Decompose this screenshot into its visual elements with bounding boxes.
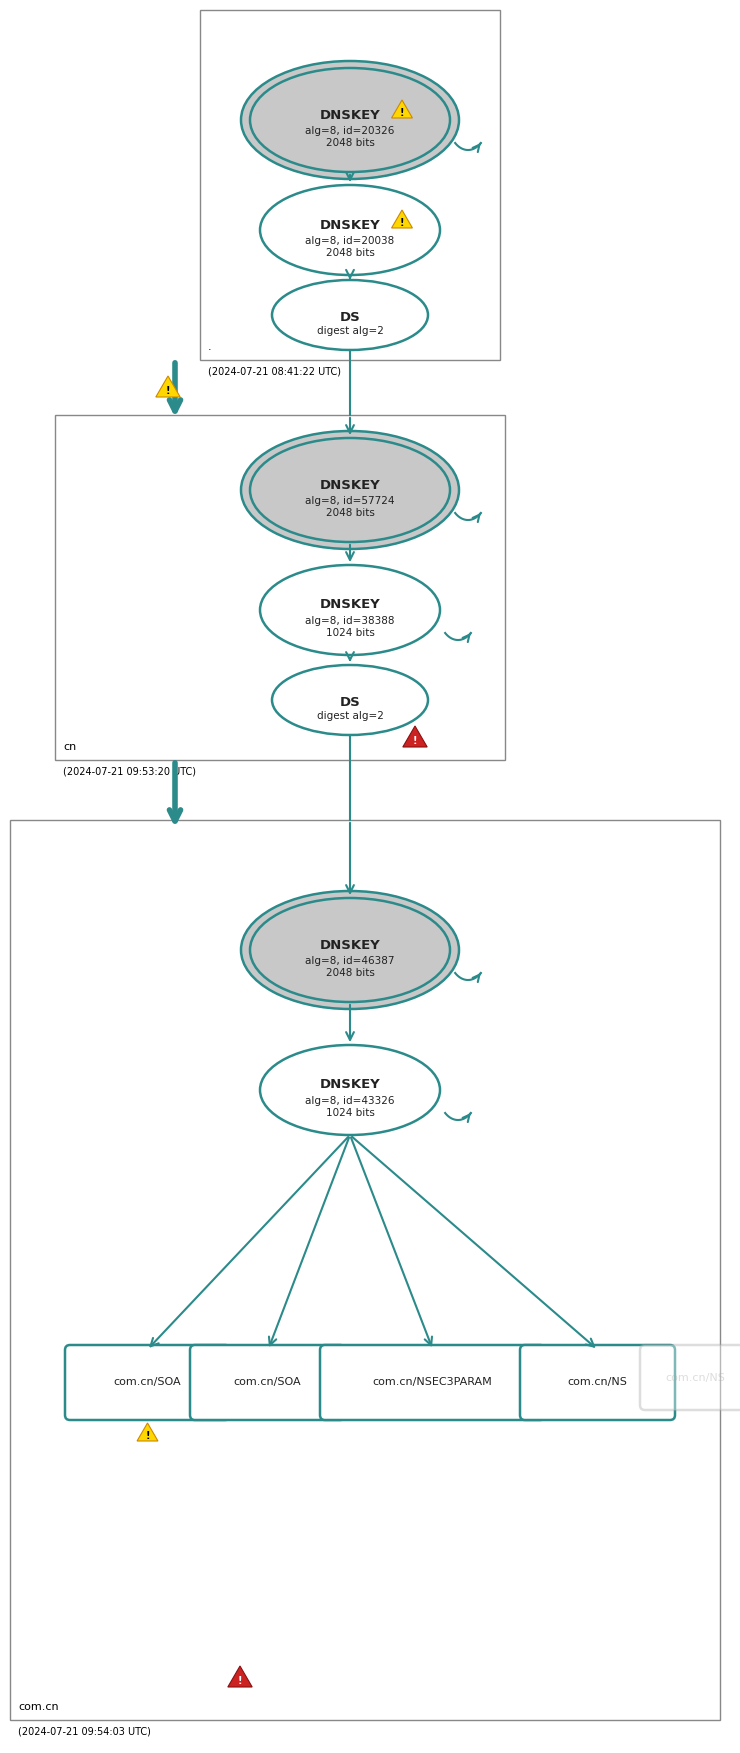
Text: DNSKEY: DNSKEY [320,109,380,121]
Ellipse shape [241,431,459,549]
Polygon shape [391,100,412,117]
Text: com.cn: com.cn [18,1702,58,1713]
Polygon shape [391,210,412,228]
Text: !: ! [400,217,404,228]
Text: !: ! [238,1676,242,1686]
Ellipse shape [260,186,440,275]
Polygon shape [228,1665,252,1686]
FancyBboxPatch shape [10,820,720,1720]
Text: alg=8, id=20326: alg=8, id=20326 [306,126,394,137]
Text: !: ! [166,386,170,396]
Text: .: . [208,342,212,352]
Ellipse shape [241,891,459,1010]
Text: alg=8, id=20038: alg=8, id=20038 [306,237,394,245]
Text: alg=8, id=57724: alg=8, id=57724 [306,496,394,507]
Ellipse shape [272,280,428,351]
Text: 2048 bits: 2048 bits [326,508,374,517]
Text: (2024-07-21 09:54:03 UTC): (2024-07-21 09:54:03 UTC) [18,1727,151,1735]
Polygon shape [403,726,427,747]
Ellipse shape [272,664,428,735]
Text: digest alg=2: digest alg=2 [317,712,383,720]
Text: DNSKEY: DNSKEY [320,219,380,231]
Text: cn: cn [63,742,76,752]
Text: DNSKEY: DNSKEY [320,938,380,952]
Text: DS: DS [340,696,360,708]
Text: alg=8, id=38388: alg=8, id=38388 [306,615,394,626]
Ellipse shape [241,61,459,179]
FancyBboxPatch shape [520,1345,675,1420]
Text: (2024-07-21 09:53:20 UTC): (2024-07-21 09:53:20 UTC) [63,766,196,777]
Text: DNSKEY: DNSKEY [320,479,380,491]
Text: !: ! [145,1430,149,1441]
Text: DS: DS [340,310,360,324]
Text: 1024 bits: 1024 bits [326,628,374,638]
Text: DNSKEY: DNSKEY [320,1078,380,1092]
Polygon shape [156,375,180,396]
Text: com.cn/NS: com.cn/NS [665,1373,725,1383]
Ellipse shape [260,564,440,656]
Text: com.cn/NSEC3PARAM: com.cn/NSEC3PARAM [373,1378,492,1388]
FancyBboxPatch shape [190,1345,345,1420]
FancyBboxPatch shape [55,415,505,761]
Text: alg=8, id=43326: alg=8, id=43326 [306,1096,394,1106]
Text: 2048 bits: 2048 bits [326,247,374,258]
Text: DNSKEY: DNSKEY [320,598,380,612]
FancyBboxPatch shape [320,1345,545,1420]
Text: com.cn/SOA: com.cn/SOA [114,1378,181,1388]
Text: alg=8, id=46387: alg=8, id=46387 [306,955,394,966]
Text: 1024 bits: 1024 bits [326,1108,374,1118]
Ellipse shape [250,68,450,172]
Text: 2048 bits: 2048 bits [326,968,374,978]
FancyBboxPatch shape [200,11,500,359]
Text: (2024-07-21 08:41:22 UTC): (2024-07-21 08:41:22 UTC) [208,366,341,375]
FancyBboxPatch shape [65,1345,230,1420]
Text: com.cn/NS: com.cn/NS [568,1378,628,1388]
Ellipse shape [250,898,450,1003]
Text: digest alg=2: digest alg=2 [317,326,383,337]
Ellipse shape [250,438,450,542]
Text: com.cn/SOA: com.cn/SOA [234,1378,301,1388]
Text: !: ! [413,736,417,747]
FancyBboxPatch shape [640,1345,740,1409]
Polygon shape [137,1423,158,1441]
Text: 2048 bits: 2048 bits [326,138,374,147]
Text: !: ! [400,109,404,117]
Ellipse shape [260,1045,440,1134]
